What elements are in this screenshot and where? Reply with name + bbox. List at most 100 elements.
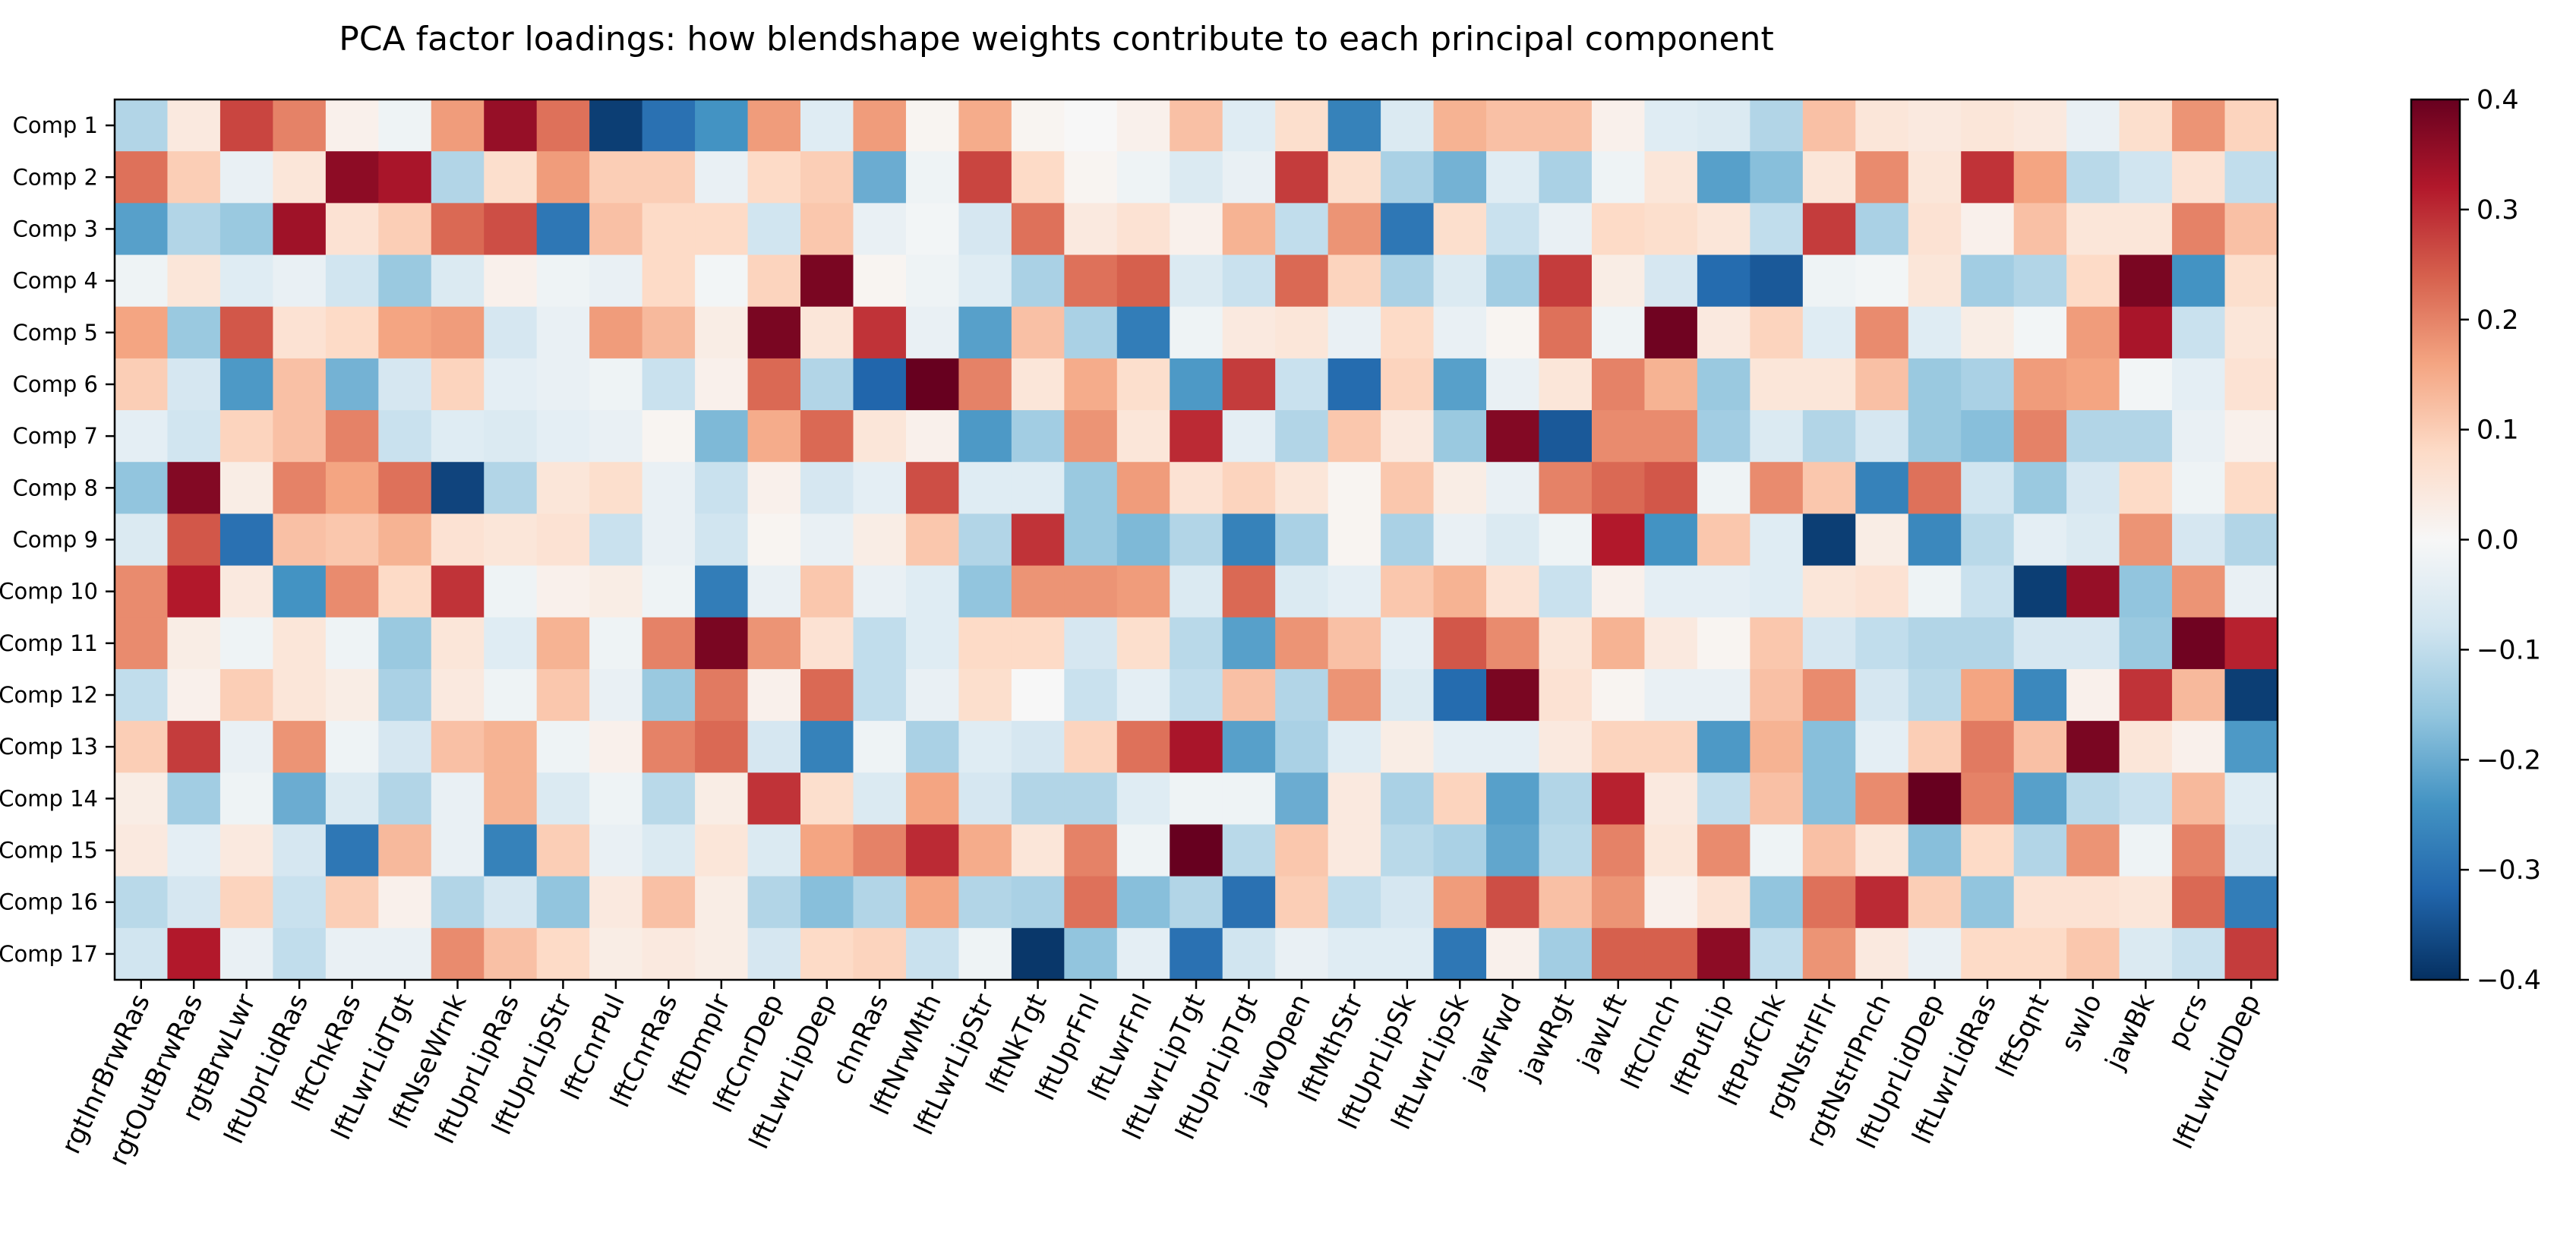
heatmap-cell <box>536 254 590 308</box>
heatmap-cell <box>2013 513 2067 567</box>
heatmap-cell <box>378 358 432 411</box>
heatmap-cell <box>695 617 749 670</box>
heatmap-cell <box>1802 721 1856 773</box>
heatmap-cell <box>589 617 643 670</box>
heatmap-cell <box>800 927 854 981</box>
heatmap-cell <box>1170 254 1223 308</box>
heatmap-cell <box>115 462 169 515</box>
heatmap-cell <box>325 462 379 515</box>
heatmap-cell <box>747 99 801 152</box>
heatmap-cell <box>1011 824 1065 877</box>
heatmap-cell <box>378 565 432 618</box>
heatmap-cell <box>1222 462 1276 515</box>
colorbar-tick-label: 0.0 <box>2477 526 2519 556</box>
heatmap-cell <box>1908 824 1962 877</box>
heatmap-cell <box>536 617 590 670</box>
heatmap-cell <box>853 876 907 929</box>
heatmap-cell <box>1486 462 1540 515</box>
heatmap-cell <box>1011 513 1065 567</box>
row-label: Comp 11 <box>0 630 98 656</box>
heatmap-cell <box>1116 927 1170 981</box>
heatmap-cell <box>1486 306 1540 359</box>
heatmap-cell <box>2066 410 2120 463</box>
heatmap-cell <box>1116 462 1170 515</box>
heatmap-cell <box>1802 462 1856 515</box>
heatmap-cell <box>958 410 1012 463</box>
heatmap-cell <box>1275 668 1329 722</box>
heatmap-cell <box>219 668 273 722</box>
heatmap-cell <box>1644 927 1698 981</box>
heatmap-cell <box>2119 151 2173 204</box>
heatmap-cell <box>1697 410 1750 463</box>
heatmap-cell <box>273 565 327 618</box>
heatmap-cell <box>1961 617 2015 670</box>
heatmap-cell <box>695 203 749 256</box>
heatmap-cell <box>1908 462 1962 515</box>
heatmap-cell <box>484 876 538 929</box>
heatmap-cell <box>484 927 538 981</box>
heatmap-cell <box>2066 721 2120 773</box>
heatmap-cell <box>589 151 643 204</box>
heatmap-cell <box>219 99 273 152</box>
heatmap-cell <box>1539 254 1593 308</box>
heatmap-cell <box>1539 203 1593 256</box>
heatmap-cell <box>378 203 432 256</box>
heatmap-cell <box>958 617 1012 670</box>
heatmap-cell <box>1170 721 1223 773</box>
heatmap-cell <box>2066 617 2120 670</box>
heatmap-cell <box>1064 410 1118 463</box>
heatmap-cell <box>589 462 643 515</box>
heatmap-cell <box>1855 358 1909 411</box>
heatmap-cell <box>2066 99 2120 152</box>
heatmap-cell <box>695 151 749 204</box>
heatmap-cell <box>747 824 801 877</box>
heatmap-cell <box>2224 99 2278 152</box>
heatmap-cell <box>589 565 643 618</box>
heatmap-cell <box>1486 254 1540 308</box>
heatmap-cell <box>800 358 854 411</box>
heatmap-cell <box>325 668 379 722</box>
heatmap-cell <box>2013 927 2067 981</box>
heatmap-cell <box>1170 358 1223 411</box>
heatmap-cell <box>1381 927 1435 981</box>
heatmap-cell <box>1697 254 1750 308</box>
heatmap-cell <box>958 927 1012 981</box>
heatmap-cell <box>2172 410 2226 463</box>
heatmap-cell <box>1486 99 1540 152</box>
heatmap-cell <box>1222 824 1276 877</box>
heatmap-cell <box>1275 358 1329 411</box>
heatmap-cell <box>747 513 801 567</box>
heatmap-cell <box>2119 668 2173 722</box>
heatmap-cell <box>2224 151 2278 204</box>
heatmap-cell <box>431 513 485 567</box>
heatmap-cell <box>378 254 432 308</box>
heatmap-cell <box>115 772 169 826</box>
heatmap-cell <box>1064 254 1118 308</box>
heatmap-cell <box>115 410 169 463</box>
heatmap-cell <box>1802 824 1856 877</box>
heatmap-cell <box>1908 565 1962 618</box>
heatmap-cell <box>1961 876 2015 929</box>
heatmap-cell <box>589 876 643 929</box>
heatmap-cell <box>2172 617 2226 670</box>
heatmap-cell <box>115 99 169 152</box>
heatmap-cell <box>905 99 960 152</box>
heatmap-cell <box>1855 772 1909 826</box>
heatmap-cell <box>378 927 432 981</box>
heatmap-cell <box>1116 772 1170 826</box>
heatmap-cell <box>958 876 1012 929</box>
heatmap-cell <box>1064 203 1118 256</box>
heatmap-cell <box>958 203 1012 256</box>
heatmap-cell <box>2066 876 2120 929</box>
heatmap-cell <box>115 927 169 981</box>
heatmap-cell <box>536 203 590 256</box>
heatmap-cell <box>1961 462 2015 515</box>
heatmap-cell <box>2066 203 2120 256</box>
heatmap-cell <box>853 927 907 981</box>
colorbar-tick-label: −0.1 <box>2477 635 2541 665</box>
row-label: Comp 1 <box>13 112 98 138</box>
heatmap-cell <box>219 876 273 929</box>
heatmap-cell <box>1064 462 1118 515</box>
heatmap-cell <box>1064 99 1118 152</box>
